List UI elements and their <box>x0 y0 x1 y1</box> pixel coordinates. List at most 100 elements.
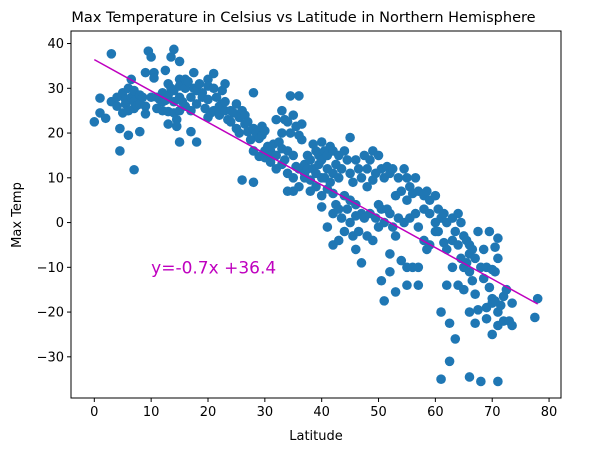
data-point <box>166 52 176 62</box>
data-point <box>422 186 432 197</box>
data-point <box>467 275 478 286</box>
data-point <box>129 164 139 175</box>
chart-title: Max Temperature in Celsius vs Latitude i… <box>71 10 535 26</box>
data-point <box>237 175 247 185</box>
x-tick-label: 10 <box>143 405 160 420</box>
data-point <box>169 44 179 55</box>
data-point <box>507 298 517 308</box>
data-point <box>140 101 151 111</box>
data-point <box>171 121 182 132</box>
x-tick-label: 0 <box>90 405 98 420</box>
data-point <box>453 208 463 219</box>
data-point <box>333 235 344 246</box>
data-point <box>493 233 503 244</box>
data-point <box>402 280 412 291</box>
data-point <box>348 177 358 188</box>
data-point <box>464 372 475 382</box>
x-axis: 0 10 20 30 40 50 60 70 80 <box>90 398 557 420</box>
data-point <box>356 258 367 268</box>
data-point <box>353 164 364 174</box>
data-point <box>186 92 196 103</box>
data-point <box>277 105 287 116</box>
data-point <box>89 117 100 127</box>
data-point <box>356 173 367 183</box>
data-point <box>171 114 182 125</box>
data-point <box>365 155 375 165</box>
data-point <box>316 137 327 147</box>
data-point <box>174 137 185 147</box>
data-point <box>208 68 219 79</box>
y-tick-label: −30 <box>37 350 64 365</box>
data-point <box>530 312 540 323</box>
regression-equation-label: y=-0.7x +36.4 <box>151 258 276 278</box>
data-point <box>294 91 304 101</box>
data-point <box>402 173 412 183</box>
data-point <box>112 101 122 111</box>
data-point <box>441 280 452 291</box>
data-point <box>362 164 372 174</box>
data-point <box>493 253 503 264</box>
data-point <box>424 208 435 219</box>
data-point <box>436 307 446 317</box>
data-point <box>271 114 282 125</box>
y-axis-title: Max Temp <box>10 182 25 248</box>
data-point <box>288 173 299 183</box>
data-point <box>430 190 441 201</box>
data-point <box>410 173 421 183</box>
data-point <box>390 231 401 241</box>
data-point <box>220 79 230 89</box>
data-point <box>493 376 503 387</box>
data-point <box>160 65 171 76</box>
data-point <box>339 226 350 237</box>
data-point <box>390 287 401 297</box>
data-point <box>285 91 296 101</box>
data-point <box>487 329 498 340</box>
data-point <box>188 67 199 78</box>
data-point <box>333 204 344 214</box>
data-point <box>248 87 259 98</box>
y-tick-label: −20 <box>37 306 64 321</box>
regression-line <box>93 58 539 305</box>
y-tick-label: 40 <box>47 37 64 52</box>
data-point <box>459 284 469 295</box>
data-point <box>345 168 355 179</box>
data-point <box>336 164 347 174</box>
data-point <box>385 266 395 277</box>
y-tick-label: −10 <box>37 261 64 276</box>
data-point <box>470 289 480 299</box>
data-point <box>149 73 159 83</box>
data-point <box>296 119 307 129</box>
data-point <box>345 217 355 228</box>
data-point <box>248 177 259 188</box>
data-point <box>473 305 483 315</box>
data-point <box>316 190 327 201</box>
data-point <box>413 222 424 232</box>
data-point <box>470 253 480 264</box>
data-point <box>186 105 196 116</box>
data-point <box>410 208 421 219</box>
data-point <box>174 56 185 67</box>
x-tick-label: 60 <box>427 405 444 420</box>
x-tick-label: 80 <box>541 405 558 420</box>
data-point <box>436 374 446 385</box>
y-tick-label: 20 <box>47 127 64 142</box>
data-point <box>387 164 398 174</box>
data-point <box>123 130 134 141</box>
data-point <box>379 296 390 306</box>
data-point <box>453 240 463 250</box>
data-point <box>353 226 364 237</box>
data-point <box>450 226 461 237</box>
data-point <box>328 188 338 199</box>
data-point <box>279 155 290 165</box>
data-point <box>413 262 424 273</box>
data-point <box>288 150 299 161</box>
data-point <box>447 262 458 273</box>
data-point <box>396 186 407 197</box>
data-point <box>373 150 384 161</box>
data-point <box>211 92 222 103</box>
x-tick-label: 50 <box>370 405 387 420</box>
data-point <box>350 244 361 255</box>
data-point <box>385 249 395 259</box>
